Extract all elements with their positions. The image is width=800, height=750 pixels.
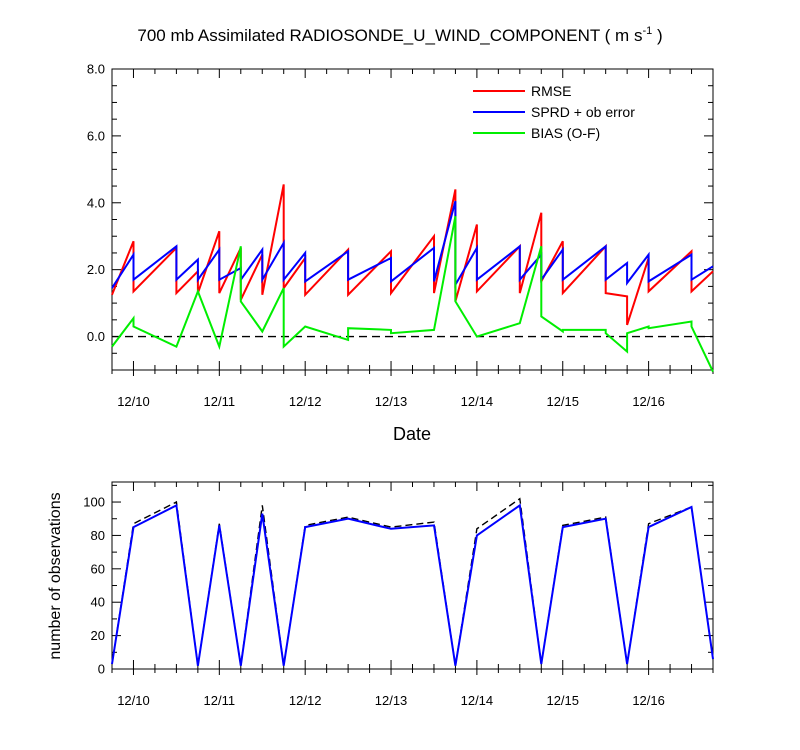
x-tick-label: 12/12 — [289, 394, 322, 409]
chart-title: 700 mb Assimilated RADIOSONDE_U_WIND_COM… — [137, 25, 662, 45]
legend-label: RMSE — [531, 83, 571, 99]
y-tick-label: 40 — [91, 595, 105, 610]
legend: RMSE SPRD + ob error BIAS (O-F) — [473, 83, 635, 141]
top-chart: 0.0 2.0 4.0 6.0 8.0 12/10 12/11 12/12 12/13 12/14… — [87, 62, 714, 444]
y-tick-label: 0.0 — [87, 329, 105, 344]
series-line-sprd-ob-error — [111, 200, 714, 289]
y-tick-label: 80 — [91, 528, 105, 543]
x-tick-label: 12/12 — [289, 693, 322, 708]
x-tick-label: 12/16 — [632, 693, 665, 708]
y-tick-label: 0 — [98, 662, 105, 677]
x-tick-label: 12/14 — [461, 693, 494, 708]
legend-label: SPRD + ob error — [531, 104, 635, 120]
series-line-assimilated — [111, 503, 714, 666]
y-tick-label: 60 — [91, 561, 105, 576]
x-tick-label: 12/11 — [204, 394, 236, 409]
y-tick-label: 8.0 — [87, 62, 105, 77]
x-tick-label: 12/13 — [375, 693, 408, 708]
y-axis-label: number of observations — [47, 492, 64, 659]
x-tick-label: 12/10 — [117, 693, 150, 708]
y-tick-label: 100 — [83, 495, 105, 510]
y-tick-label: 20 — [91, 628, 105, 643]
y-tick-label: 2.0 — [87, 262, 105, 277]
x-tick-label: 12/15 — [546, 394, 579, 409]
x-tick-label: 12/11 — [204, 693, 236, 708]
x-tick-label: 12/14 — [461, 394, 494, 409]
y-tick-label: 6.0 — [87, 128, 105, 143]
x-axis-label: Date — [393, 424, 431, 444]
x-tick-label: 12/10 — [117, 394, 150, 409]
legend-label: BIAS (O-F) — [531, 125, 600, 141]
x-tick-label: 12/15 — [546, 693, 579, 708]
x-tick-label: 12/13 — [375, 394, 408, 409]
x-tick-label: 12/16 — [632, 394, 665, 409]
bottom-chart: 0 20 40 60 80 100 12/10 12/11 12/12 12/13 12/14 12/… — [47, 481, 714, 708]
series-line-bias-o-f- — [111, 216, 714, 373]
y-tick-label: 4.0 — [87, 195, 105, 210]
